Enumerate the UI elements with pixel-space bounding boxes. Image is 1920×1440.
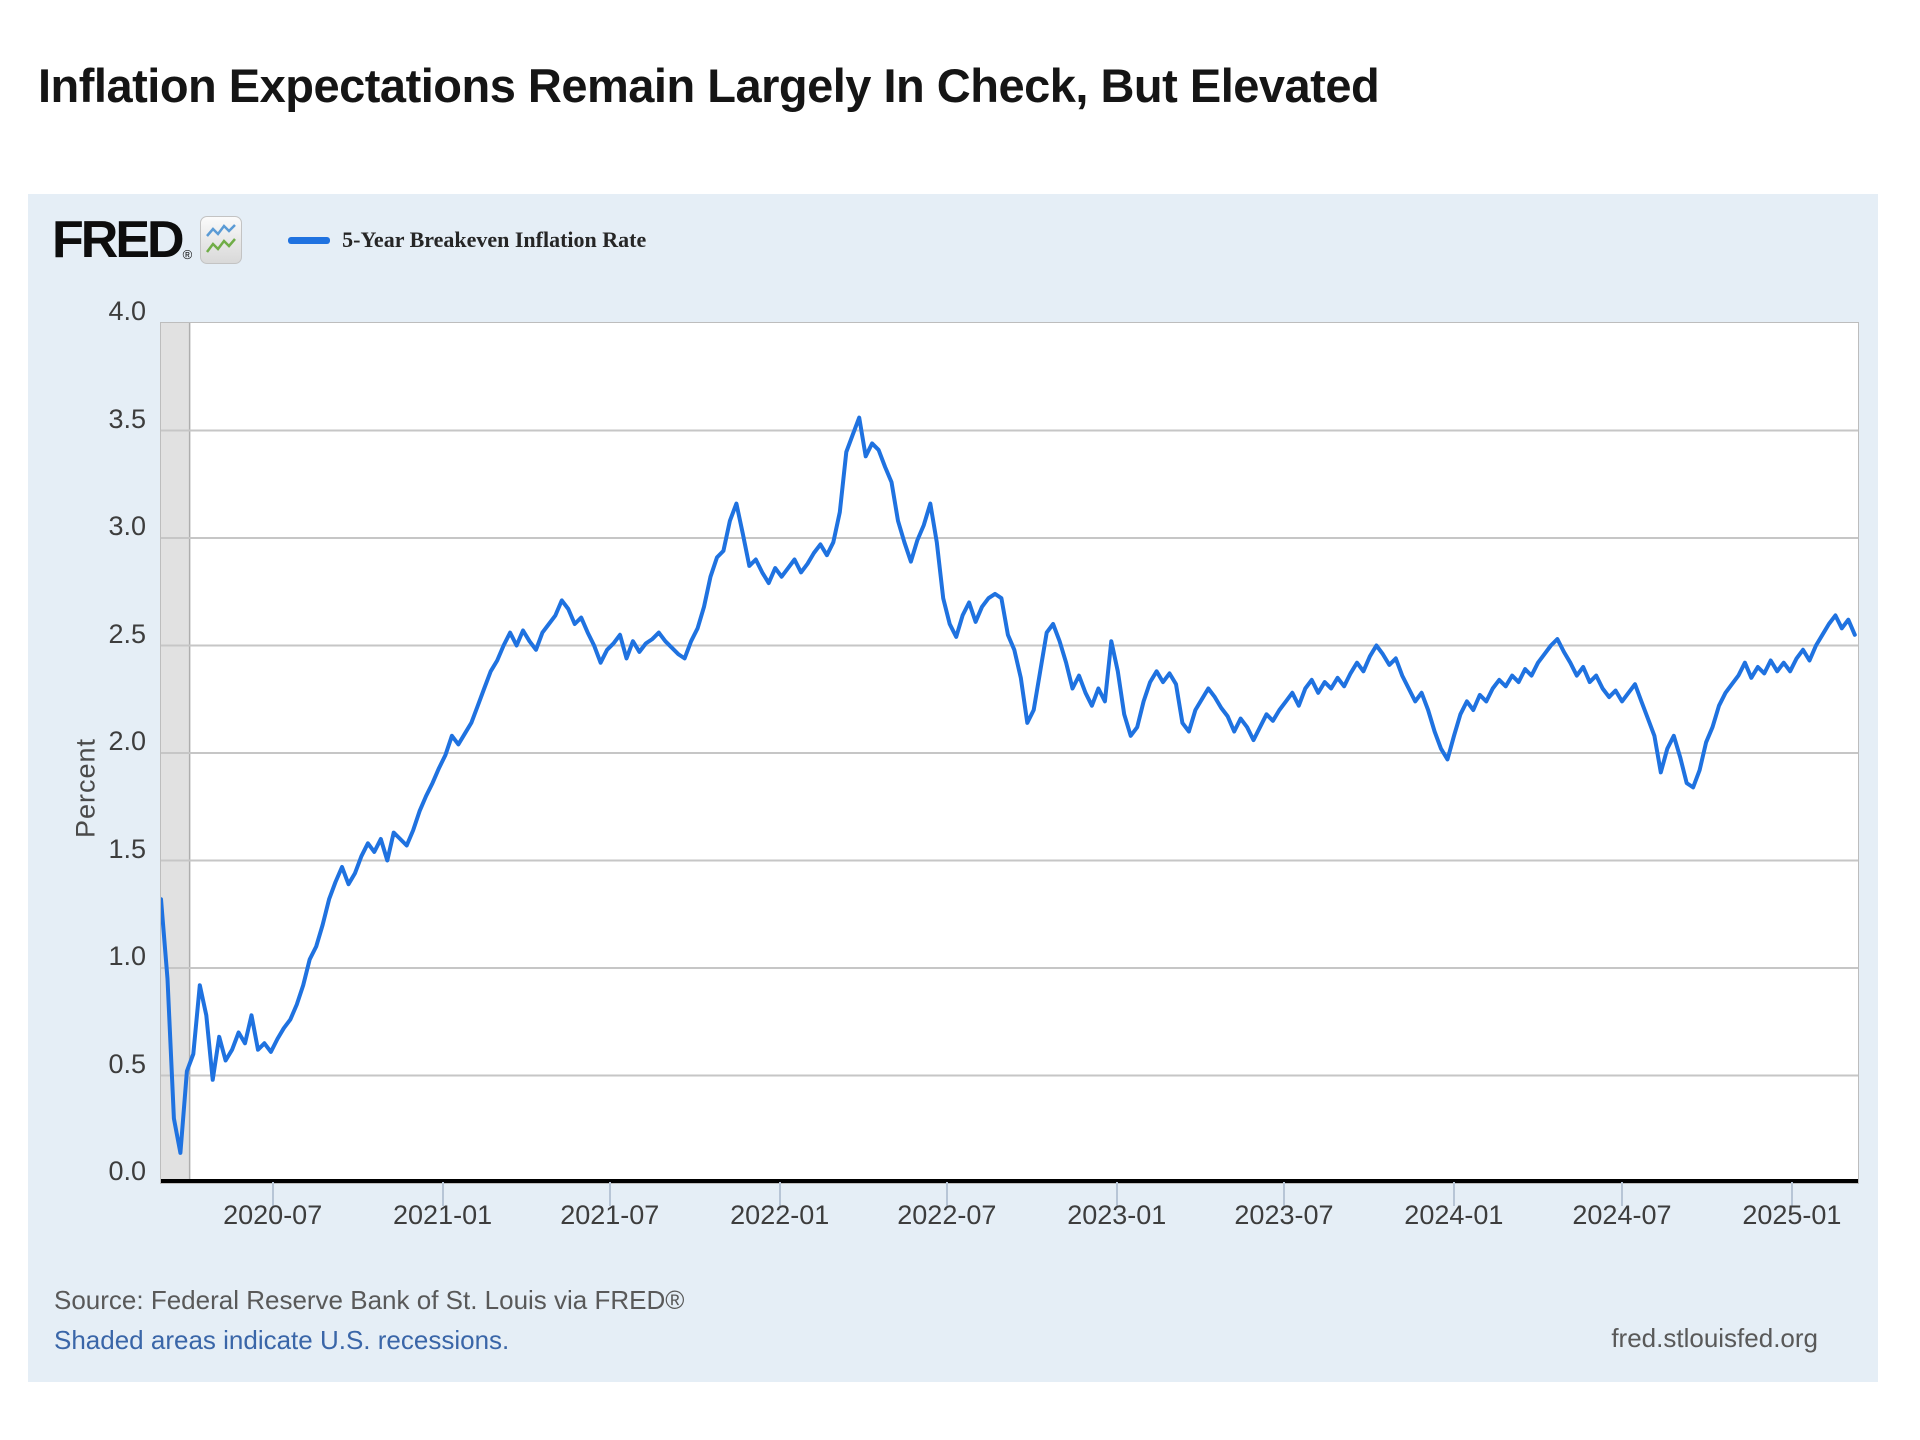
x-tick-label: 2021-07 [560,1200,660,1230]
x-tick-mark [1282,1182,1285,1206]
legend-series-label: 5-Year Breakeven Inflation Rate [342,227,647,252]
y-tick-label: 3.0 [108,511,146,541]
x-tick-mark [1620,1182,1623,1206]
x-axis-line [161,1179,1858,1183]
x-tick-mark [1790,1182,1793,1206]
recession-note-link[interactable]: Shaded areas indicate U.S. recessions. [54,1325,510,1355]
fred-chart-panel: FRED ® 5-Year Breakeven Inflation Rate P… [28,194,1878,1382]
x-tick-mark [271,1182,274,1206]
fred-site-link[interactable]: fred.stlouisfed.org [1611,1323,1818,1353]
y-tick-label: 2.5 [108,618,146,649]
y-tick-label: 2.0 [108,726,146,756]
sparkline-chart-icon [200,216,243,264]
registered-trademark: ® [182,247,193,262]
x-tick-label: 2024-01 [1404,1200,1504,1230]
fred-logo: FRED [52,211,185,269]
series-line-5y-breakeven [161,415,1857,1155]
source-attribution: Source: Federal Reserve Bank of St. Loui… [54,1285,685,1315]
x-tick-label: 2022-07 [897,1200,997,1230]
y-tick-label: 0.5 [108,1048,146,1079]
x-tick-mark [441,1182,444,1206]
y-tick-label: 1.0 [108,941,146,971]
x-tick-mark [1115,1182,1118,1206]
y-tick-label: 3.5 [108,403,146,434]
plot-area [160,322,1859,1184]
legend: 5-Year Breakeven Inflation Rate [288,227,646,253]
x-tick-mark [778,1182,781,1206]
y-tick-label: 1.5 [108,833,146,864]
y-tick-label: 0.0 [108,1156,146,1186]
x-tick-label: 2024-07 [1572,1200,1672,1230]
slide-title: Inflation Expectations Remain Largely In… [38,59,1380,112]
x-tick-label: 2021-01 [393,1200,493,1230]
x-tick-label: 2020-07 [223,1200,323,1230]
x-tick-label: 2022-01 [730,1200,830,1230]
x-tick-label: 2025-01 [1742,1200,1842,1230]
x-tick-label: 2023-01 [1067,1200,1167,1230]
chart-svg [161,323,1858,1183]
x-tick-mark [608,1182,611,1206]
x-tick-mark [1452,1182,1455,1206]
x-tick-mark [945,1182,948,1206]
x-tick-label: 2023-07 [1234,1200,1334,1230]
y-tick-label: 4.0 [108,296,146,326]
brand-row: FRED ® 5-Year Breakeven Inflation Rate [52,212,646,268]
legend-line-swatch [288,236,331,244]
